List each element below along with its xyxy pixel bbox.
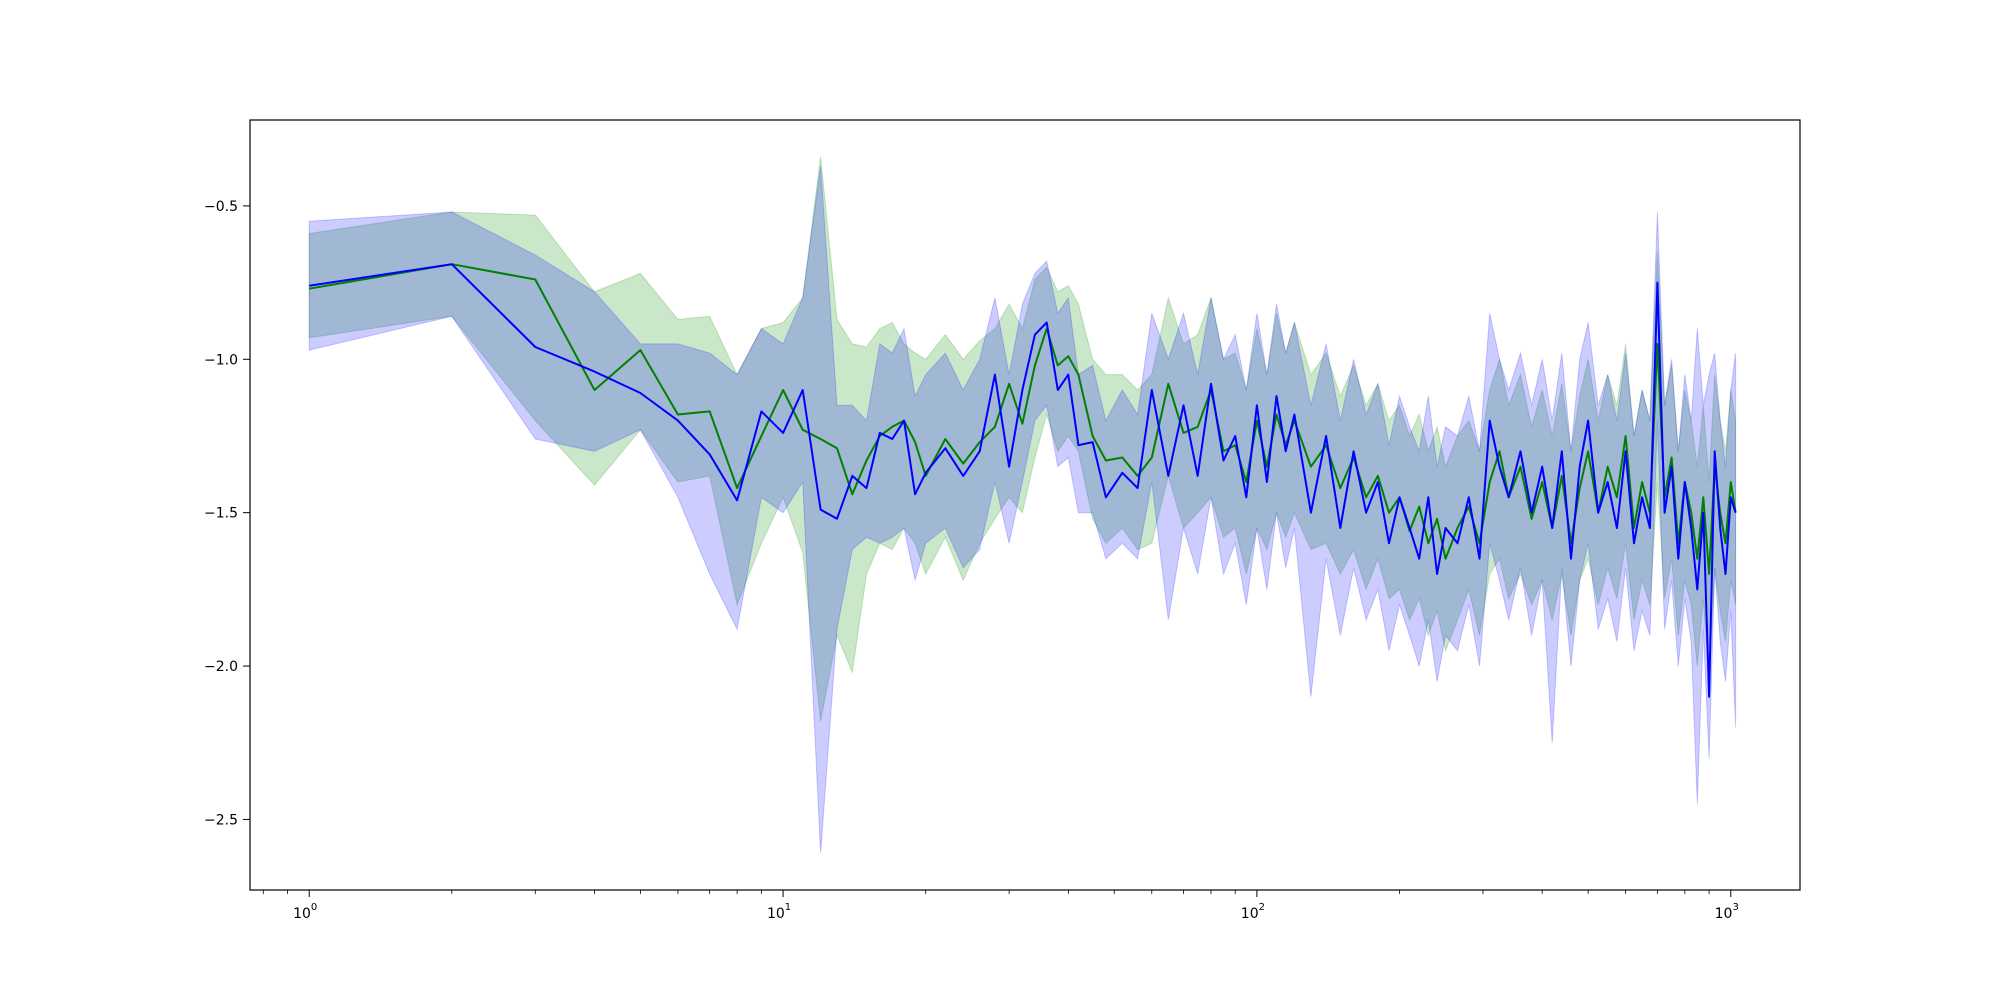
series-1-band	[308, 156, 1737, 722]
x-tick-label-exp: 0	[311, 902, 317, 913]
x-tick-label: 102	[1241, 902, 1265, 922]
y-tick-label: −1.5	[204, 506, 238, 522]
series-1-line	[309, 263, 1737, 575]
series-2-line	[309, 263, 1737, 698]
plot-area-frame	[249, 119, 1801, 891]
x-tick-label: 101	[767, 902, 791, 922]
x-axis: 100 101 102 103	[262, 890, 1739, 922]
confidence-bands	[308, 156, 1737, 854]
x-tick-label-base: 10	[1241, 906, 1259, 922]
x-tick-label-base: 10	[1715, 906, 1733, 922]
x-tick-label-base: 10	[767, 906, 785, 922]
series-2-band	[308, 165, 1737, 854]
x-tick-label-exp: 3	[1732, 902, 1738, 913]
series-lines	[309, 263, 1737, 698]
x-tick-label-exp: 2	[1259, 902, 1265, 913]
x-tick-label: 100	[293, 902, 317, 922]
x-tick-label: 103	[1715, 902, 1739, 922]
x-tick-label-base: 10	[293, 906, 311, 922]
y-axis: −0.5 −1.0 −1.5 −2.0 −2.5	[204, 199, 250, 828]
x-tick-label-exp: 1	[785, 902, 791, 913]
y-tick-label: −2.5	[204, 812, 238, 828]
y-tick-label: −0.5	[204, 199, 238, 215]
y-tick-label: −1.0	[204, 352, 238, 368]
y-tick-label: −2.0	[204, 659, 238, 675]
